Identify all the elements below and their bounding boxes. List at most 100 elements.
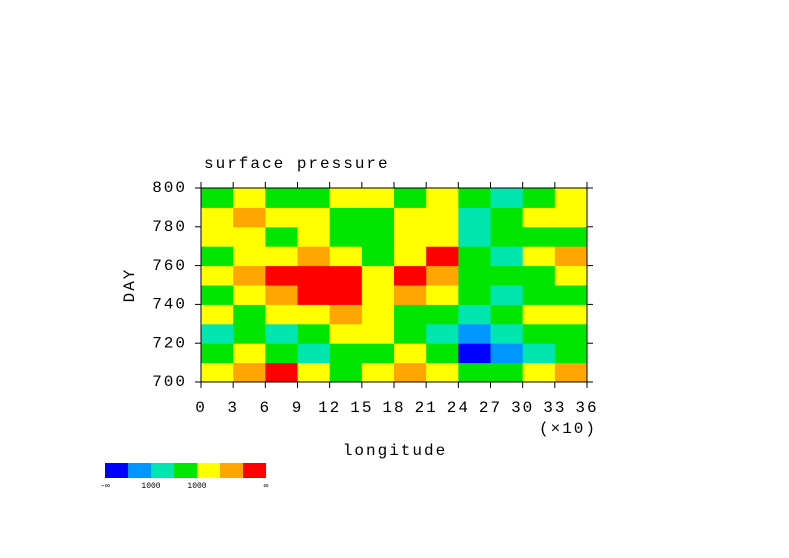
contour-cell	[201, 207, 234, 228]
contour-cell	[361, 226, 395, 247]
contour-cell	[201, 343, 234, 364]
x-tick-label: 12	[318, 399, 341, 417]
contour-cell	[201, 285, 234, 305]
contour-cell	[426, 207, 459, 228]
contour-cell	[522, 323, 556, 344]
contour-cell	[490, 246, 524, 267]
contour-cell	[394, 343, 427, 364]
contour-cell	[554, 362, 588, 383]
contour-cell	[522, 304, 556, 325]
contour-cell	[490, 362, 524, 383]
y-tick-label: 780	[152, 218, 187, 236]
contour-cell	[522, 188, 556, 208]
contour-cell	[297, 188, 331, 208]
contour-cell	[458, 285, 491, 305]
colorbar-label: 1000	[141, 482, 160, 491]
y-tick-label: 740	[152, 296, 187, 314]
x-axis-label: longitude	[343, 442, 447, 460]
contour-cell	[265, 226, 298, 247]
contour-cell	[201, 265, 234, 286]
contour-cell	[329, 188, 363, 208]
contour-cell	[426, 304, 459, 325]
contour-cell	[201, 362, 234, 383]
contour-cell	[554, 343, 588, 364]
contour-cell	[554, 304, 588, 325]
contour-cell	[522, 362, 556, 383]
colorbar-box	[128, 463, 151, 478]
contour-cell	[361, 323, 395, 344]
colorbar-box	[220, 463, 243, 478]
contour-cell	[233, 304, 266, 325]
contour-cell	[522, 226, 556, 247]
contour-cell	[554, 188, 588, 208]
contour-cell	[265, 265, 298, 286]
contour-cell	[361, 207, 395, 228]
contour-cell	[458, 226, 491, 247]
contour-cell	[233, 343, 266, 364]
x-tick-label: 9	[292, 399, 304, 417]
x-tick-label: 33	[543, 399, 566, 417]
contour-cell	[233, 285, 266, 305]
contour-cell	[265, 323, 298, 344]
contour-cell	[490, 265, 524, 286]
x-tick-label: 21	[415, 399, 438, 417]
contour-cell	[329, 304, 363, 325]
contour-cell	[554, 246, 588, 267]
x-tick-label: 3	[227, 399, 239, 417]
contour-cell	[426, 343, 459, 364]
contour-cell	[329, 343, 363, 364]
contour-cell	[458, 304, 491, 325]
contour-cell	[265, 304, 298, 325]
contour-cell	[522, 265, 556, 286]
contour-cell	[490, 285, 524, 305]
contour-cell	[329, 362, 363, 383]
contour-cell	[394, 304, 427, 325]
contour-cell	[458, 207, 491, 228]
contour-cell	[490, 226, 524, 247]
colorbar-label: -∞	[100, 482, 110, 491]
contour-cell	[329, 323, 363, 344]
contour-cell	[201, 188, 234, 208]
x-tick-label: 24	[447, 399, 470, 417]
x-tick-label: 0	[195, 399, 207, 417]
y-tick-label: 700	[152, 373, 187, 391]
contour-cell	[265, 285, 298, 305]
contour-cell	[329, 265, 363, 286]
x-tick-label: 36	[575, 399, 598, 417]
contour-cell	[297, 343, 331, 364]
contour-cell	[297, 304, 331, 325]
x-multiplier: (×10)	[539, 420, 597, 438]
contour-cell	[297, 362, 331, 383]
colorbar-box	[151, 463, 174, 478]
contour-cell	[201, 304, 234, 325]
contour-cell	[233, 246, 266, 267]
colorbar-label: 1000	[187, 482, 206, 491]
contour-cell	[554, 265, 588, 286]
x-tick-label: 6	[260, 399, 272, 417]
y-tick-label: 800	[152, 179, 187, 197]
x-tick-label: 15	[350, 399, 373, 417]
contour-cell	[361, 343, 395, 364]
contour-cell	[201, 226, 234, 247]
contour-cell	[265, 207, 298, 228]
colorbar-box	[243, 463, 266, 478]
contour-cell	[490, 207, 524, 228]
contour-cell	[458, 343, 491, 364]
contour-cell	[426, 285, 459, 305]
contour-cell	[297, 207, 331, 228]
contour-cell	[394, 323, 427, 344]
contour-cell	[361, 285, 395, 305]
contour-cell	[297, 226, 331, 247]
contour-cell	[554, 285, 588, 305]
contour-cell	[201, 323, 234, 344]
contour-cell	[522, 246, 556, 267]
contour-cell	[394, 265, 427, 286]
contour-cell	[490, 343, 524, 364]
chart-title: surface pressure	[204, 155, 390, 173]
contour-cell	[458, 323, 491, 344]
contour-cell	[490, 304, 524, 325]
contour-cell	[394, 246, 427, 267]
contour-cell	[554, 226, 588, 247]
colorbar-box	[174, 463, 197, 478]
